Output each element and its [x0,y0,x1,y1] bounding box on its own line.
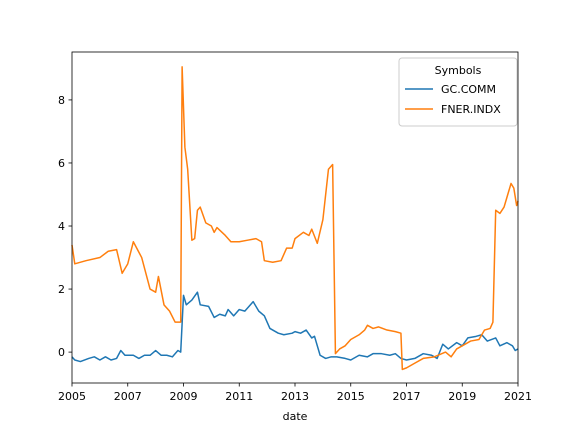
y-tick-label: 0 [58,346,65,359]
series-line [71,291,519,363]
x-tick-label: 2019 [448,390,476,403]
legend-label: FNER.INDX [441,103,501,116]
y-tick-label: 4 [58,220,65,233]
legend-label: GC.COMM [441,83,496,96]
legend-title: Symbols [435,64,482,77]
x-tick-label: 2007 [114,390,142,403]
x-tick-label: 2005 [58,390,86,403]
x-tick-label: 2009 [170,390,198,403]
x-tick-label: 2013 [281,390,309,403]
x-tick-label: 2021 [504,390,532,403]
axes-frame [71,51,519,384]
y-tick-label: 8 [58,94,65,107]
x-tick-label: 2015 [337,390,365,403]
x-tick-label: 2011 [225,390,253,403]
series-line [71,66,519,371]
x-tick-label: 2017 [393,390,421,403]
y-tick-label: 6 [58,157,65,170]
y-tick-label: 2 [58,283,65,296]
x-axis-label: date [283,410,308,423]
